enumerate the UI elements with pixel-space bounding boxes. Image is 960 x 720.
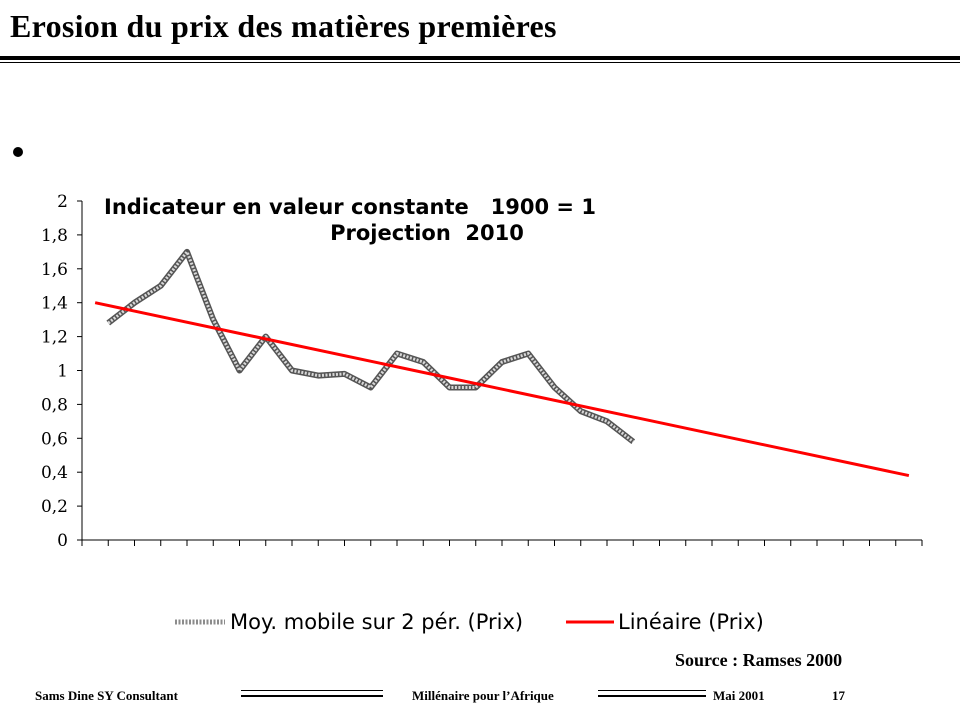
footer-center: Millénaire pour l’Afrique bbox=[412, 688, 554, 703]
y-tick-label: 0 bbox=[57, 531, 68, 551]
y-tick-label: 0,8 bbox=[41, 395, 68, 415]
slide-title: Erosion du prix des matières premières bbox=[10, 8, 557, 44]
x-axis bbox=[81, 539, 923, 546]
footer-rule-right bbox=[598, 690, 706, 697]
linear-trend-line bbox=[94, 301, 910, 478]
chart-legend: Moy. mobile sur 2 pér. (Prix) Linéaire (… bbox=[165, 593, 765, 639]
legend-label-moving-average: Moy. mobile sur 2 pér. (Prix) bbox=[230, 610, 523, 634]
source-note: Source : Ramses 2000 bbox=[675, 650, 843, 670]
y-tick-label: 0,2 bbox=[41, 497, 68, 517]
y-tick-label: 1,4 bbox=[41, 294, 68, 314]
y-tick-label: 0,4 bbox=[41, 463, 68, 483]
bullet-point bbox=[13, 147, 23, 157]
title-divider-thin bbox=[0, 62, 960, 63]
y-tick-label: 1,6 bbox=[41, 260, 68, 280]
y-tick-label: 2 bbox=[57, 192, 68, 212]
legend-box bbox=[165, 593, 765, 639]
moving-average-line-shadow bbox=[106, 248, 636, 445]
footer-date: Mai 2001 bbox=[713, 688, 765, 703]
series-layer bbox=[94, 248, 910, 478]
y-tick-label: 0,6 bbox=[41, 429, 68, 449]
y-axis: 0 0,2 0,4 0,6 0,8 1 1,2 1,4 1,6 1,8 2 bbox=[41, 192, 83, 551]
title-divider bbox=[0, 56, 960, 60]
moving-average-line bbox=[107, 250, 635, 443]
footer-rule-left bbox=[241, 690, 383, 697]
y-tick-label: 1,2 bbox=[41, 328, 68, 348]
y-tick-label: 1,8 bbox=[41, 226, 68, 246]
legend-label-linear: Linéaire (Prix) bbox=[618, 610, 764, 634]
chart-title: Indicateur en valeur constante 1900 = 1 bbox=[104, 195, 596, 219]
footer-author: Sams Dine SY Consultant bbox=[35, 688, 178, 703]
footer-page-number: 17 bbox=[832, 688, 845, 703]
y-tick-label: 1 bbox=[57, 362, 68, 382]
chart-subtitle: Projection 2010 bbox=[330, 221, 524, 245]
